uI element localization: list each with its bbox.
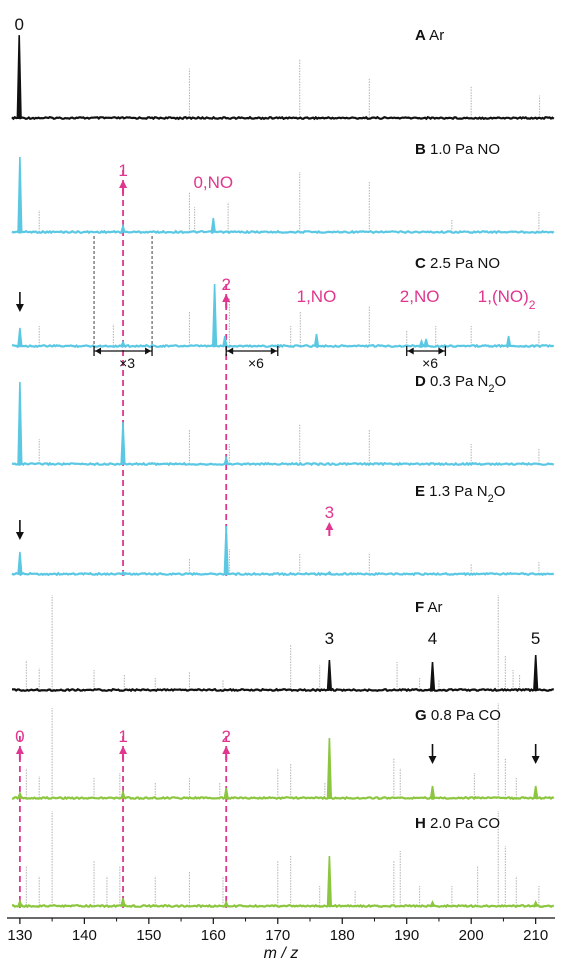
panel-label-g: G 0.8 Pa CO — [415, 707, 501, 724]
peak-c-1 — [119, 340, 127, 347]
bracket-label-1: ×6 — [248, 355, 264, 371]
peak-c-0 — [17, 327, 23, 347]
magenta-label-0: 1 — [118, 161, 127, 180]
x-axis: m / z 130 140 150 160 170 180 190 200 210 — [7, 917, 555, 962]
peak-d-0 — [17, 381, 23, 465]
peak-d-1 — [120, 421, 126, 465]
peak-a-0 — [16, 35, 22, 119]
spectrum-traces — [11, 35, 555, 909]
panel-label-b: B 1.0 Pa NO — [415, 141, 500, 158]
trace-f — [11, 687, 554, 693]
black-label-2: 4 — [428, 629, 437, 648]
trace-a — [11, 115, 555, 121]
magenta-arrow-head-2 — [222, 294, 231, 302]
magenta-arrow-head-6 — [325, 522, 334, 530]
grey-reference-peaks — [25, 59, 541, 906]
peak-h-1 — [120, 897, 126, 907]
peak-c-5 — [418, 338, 425, 347]
down-arrow-head-0 — [15, 304, 24, 312]
peak-e-2 — [223, 525, 229, 575]
panel-label-f: F Ar — [415, 599, 443, 616]
panel-label-e: E 1.3 Pa N2O — [415, 483, 505, 505]
panel-label-d: D 0.3 Pa N2O — [415, 373, 506, 395]
black-label-1: 3 — [325, 629, 334, 648]
peak-h-0 — [16, 898, 23, 907]
peak-g-4 — [429, 785, 436, 799]
panel-labels: A Ar B 1.0 Pa NO C 2.5 Pa NO D 0.3 Pa N2O E … — [415, 27, 506, 832]
magenta-label-5: 1,(NO)2 — [478, 287, 536, 312]
down-arrow-head-3 — [531, 756, 540, 764]
x-tick-label-210: 210 — [523, 927, 548, 944]
trace-b — [11, 229, 555, 235]
peak-f-2 — [533, 654, 539, 691]
magenta-label-3: 1,NO — [297, 287, 337, 306]
peak-c-7 — [505, 335, 512, 347]
trace-d — [11, 461, 555, 467]
peak-h-3 — [326, 855, 333, 907]
magenta-label-8: 1 — [118, 727, 127, 746]
scale-brackets: ×3 ×6 ×6 — [93, 236, 447, 371]
peak-e-0 — [17, 551, 23, 575]
black-label-3: 5 — [531, 629, 540, 648]
magenta-label-6: 3 — [325, 503, 334, 522]
peak-f-1 — [429, 661, 436, 691]
peak-b-0 — [17, 156, 23, 233]
x-tick-label-150: 150 — [136, 927, 161, 944]
peak-c-4 — [313, 333, 320, 347]
peak-c-2 — [211, 283, 218, 347]
x-tick-label-190: 190 — [394, 927, 419, 944]
peak-g-3 — [326, 737, 333, 799]
peak-e-1 — [119, 570, 127, 575]
trace-e — [11, 571, 555, 577]
peak-h-2 — [223, 900, 230, 907]
peak-g-2 — [223, 787, 229, 799]
magenta-label-2: 2 — [221, 275, 230, 294]
bracket-arrow-right-1 — [270, 347, 277, 355]
x-tick-label-160: 160 — [201, 927, 226, 944]
magenta-arrow-head-0 — [119, 180, 128, 188]
bracket-label-2: ×6 — [422, 355, 438, 371]
magenta-arrow-head-9 — [222, 746, 231, 754]
black-label-0: 0 — [15, 15, 24, 34]
magenta-label-4: 2,NO — [400, 287, 440, 306]
peak-g-5 — [532, 785, 539, 799]
peak-f-0 — [326, 659, 333, 691]
down-arrow-head-2 — [428, 756, 437, 764]
peak-e-3 — [325, 570, 333, 575]
magenta-arrow-head-8 — [119, 746, 128, 754]
bracket-label-0: ×3 — [119, 355, 135, 371]
panel-label-a: A Ar — [415, 27, 444, 44]
trace-c — [11, 343, 555, 349]
panel-label-h: H 2.0 Pa CO — [415, 815, 500, 832]
peak-c-6 — [423, 338, 429, 347]
bracket-arrow-left-2 — [407, 347, 414, 355]
x-tick-label-200: 200 — [459, 927, 484, 944]
bracket-arrow-left-0 — [95, 347, 102, 355]
panel-label-c: C 2.5 Pa NO — [415, 255, 500, 272]
peak-d-2 — [223, 455, 230, 465]
magenta-label-1: 0,NO — [193, 173, 233, 192]
x-tick-label-170: 170 — [265, 927, 290, 944]
trace-g — [11, 795, 555, 801]
peak-c-3 — [222, 335, 228, 347]
peak-b-2 — [210, 217, 217, 233]
peak-b-1 — [120, 223, 126, 233]
x-tick-label-130: 130 — [7, 927, 32, 944]
peak-g-0 — [16, 790, 23, 799]
bracket-arrow-right-0 — [145, 347, 152, 355]
bracket-arrow-left-1 — [227, 347, 234, 355]
peak-h-5 — [532, 900, 539, 907]
magenta-label-7: 0 — [15, 727, 24, 746]
down-arrow-head-1 — [15, 532, 24, 540]
x-tick-label-140: 140 — [72, 927, 97, 944]
trace-h — [12, 903, 554, 909]
x-tick-label-180: 180 — [330, 927, 355, 944]
bracket-arrow-right-2 — [438, 347, 445, 355]
magenta-arrow-head-7 — [15, 746, 24, 754]
peak-h-4 — [429, 900, 436, 907]
magenta-label-9: 2 — [221, 727, 230, 746]
peak-g-1 — [120, 789, 126, 799]
x-axis-title: m / z — [264, 945, 299, 962]
